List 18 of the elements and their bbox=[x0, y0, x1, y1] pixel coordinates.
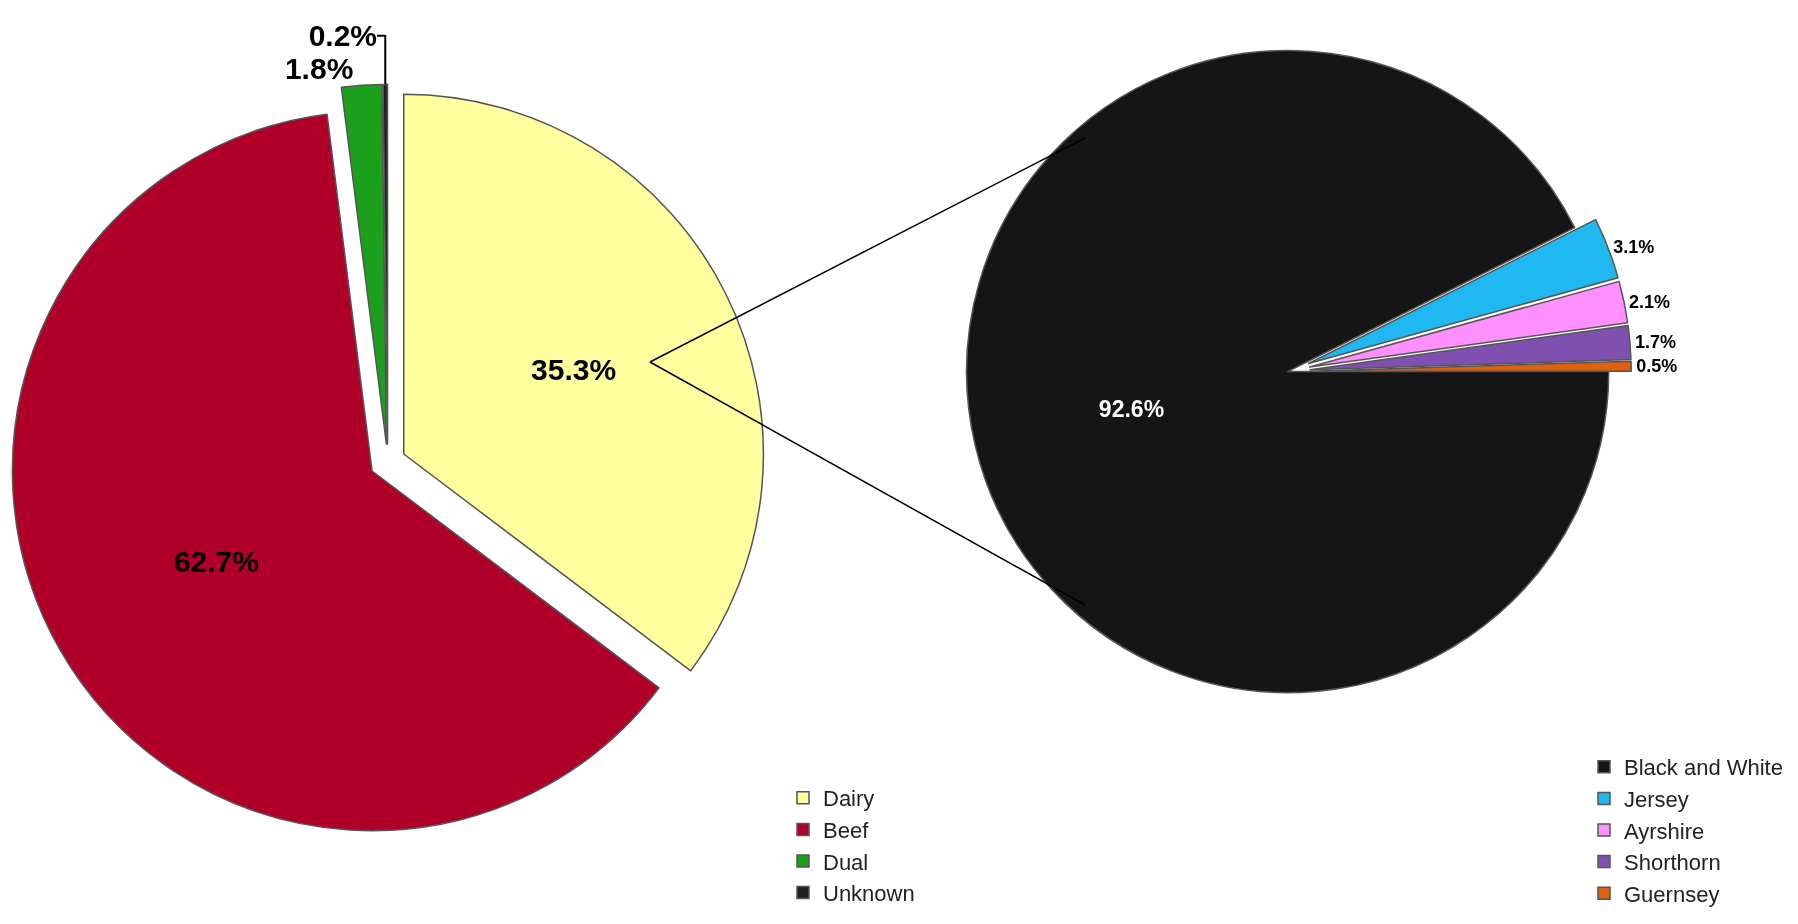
legend-label: Guernsey bbox=[1624, 881, 1720, 907]
data-label: 62.7% bbox=[173, 544, 259, 578]
legend-label: Black and White bbox=[1624, 755, 1783, 781]
legend-label: Beef bbox=[823, 817, 870, 843]
legend-label: Dairy bbox=[823, 786, 875, 812]
data-label: 0.5% bbox=[1636, 356, 1678, 377]
legend-label: Jersey bbox=[1624, 786, 1689, 812]
data-label: 92.6% bbox=[1098, 395, 1165, 422]
data-label: 35.3% bbox=[531, 352, 617, 386]
data-label: 1.8% bbox=[284, 52, 354, 86]
legend-label: Unknown bbox=[823, 881, 915, 907]
legend-label: Dual bbox=[823, 849, 869, 875]
data-label: 1.7% bbox=[1634, 332, 1676, 353]
legend-label: Ayrshire bbox=[1624, 818, 1705, 844]
data-label: 2.1% bbox=[1629, 291, 1671, 312]
legend-label: Shorthorn bbox=[1624, 850, 1721, 876]
data-label: 0.2% bbox=[308, 19, 378, 53]
data-label: 3.1% bbox=[1613, 236, 1655, 257]
